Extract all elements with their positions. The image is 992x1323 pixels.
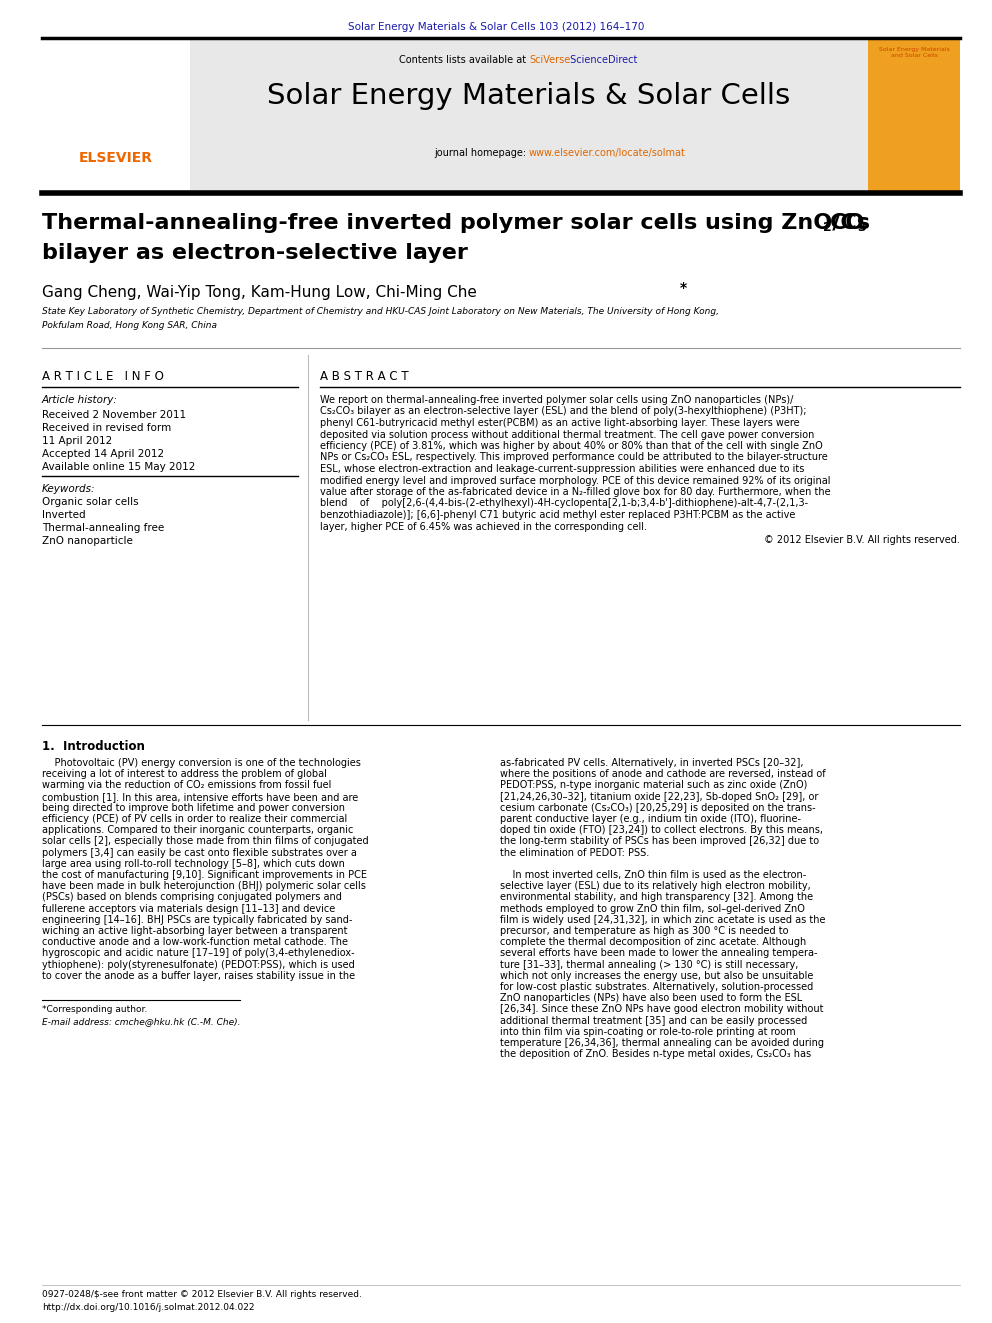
Text: additional thermal treatment [35] and can be easily processed: additional thermal treatment [35] and ca… <box>500 1016 807 1025</box>
Text: for low-cost plastic substrates. Alternatively, solution-processed: for low-cost plastic substrates. Alterna… <box>500 982 813 992</box>
Text: the long-term stability of PSCs has been improved [26,32] due to: the long-term stability of PSCs has been… <box>500 836 819 847</box>
Text: NPs or Cs₂CO₃ ESL, respectively. This improved performance could be attributed t: NPs or Cs₂CO₃ ESL, respectively. This im… <box>320 452 827 463</box>
Text: Solar Energy Materials & Solar Cells 103 (2012) 164–170: Solar Energy Materials & Solar Cells 103… <box>348 22 644 32</box>
Text: precursor, and temperature as high as 300 °C is needed to: precursor, and temperature as high as 30… <box>500 926 789 935</box>
Text: environmental stability, and high transparency [32]. Among the: environmental stability, and high transp… <box>500 893 813 902</box>
Text: bilayer as electron-selective layer: bilayer as electron-selective layer <box>42 243 468 263</box>
Text: journal homepage:: journal homepage: <box>434 148 529 157</box>
Text: [21,24,26,30–32], titanium oxide [22,23], Sb-doped SnO₂ [29], or: [21,24,26,30–32], titanium oxide [22,23]… <box>500 791 818 802</box>
Text: several efforts have been made to lower the annealing tempera-: several efforts have been made to lower … <box>500 949 817 958</box>
Text: Gang Cheng, Wai-Yip Tong, Kam-Hung Low, Chi-Ming Che: Gang Cheng, Wai-Yip Tong, Kam-Hung Low, … <box>42 284 477 300</box>
Text: State Key Laboratory of Synthetic Chemistry, Department of Chemistry and HKU-CAS: State Key Laboratory of Synthetic Chemis… <box>42 307 719 316</box>
Text: layer, higher PCE of 6.45% was achieved in the corresponding cell.: layer, higher PCE of 6.45% was achieved … <box>320 521 647 532</box>
Text: modified energy level and improved surface morphology. PCE of this device remain: modified energy level and improved surfa… <box>320 475 830 486</box>
Text: fullerene acceptors via materials design [11–13] and device: fullerene acceptors via materials design… <box>42 904 335 914</box>
Text: Keywords:: Keywords: <box>42 484 95 493</box>
Text: *: * <box>680 280 687 295</box>
Text: efficiency (PCE) of PV cells in order to realize their commercial: efficiency (PCE) of PV cells in order to… <box>42 814 347 824</box>
Bar <box>868 38 960 193</box>
Text: Solar Energy Materials
and Solar Cells: Solar Energy Materials and Solar Cells <box>879 48 949 58</box>
Text: warming via the reduction of CO₂ emissions from fossil fuel: warming via the reduction of CO₂ emissio… <box>42 781 331 790</box>
Text: 11 April 2012: 11 April 2012 <box>42 437 112 446</box>
Text: efficiency (PCE) of 3.81%, which was higher by about 40% or 80% than that of the: efficiency (PCE) of 3.81%, which was hig… <box>320 441 822 451</box>
Text: parent conductive layer (e.g., indium tin oxide (ITO), fluorine-: parent conductive layer (e.g., indium ti… <box>500 814 801 824</box>
Text: Contents lists available at: Contents lists available at <box>399 56 529 65</box>
Text: © 2012 Elsevier B.V. All rights reserved.: © 2012 Elsevier B.V. All rights reserved… <box>764 534 960 545</box>
Text: Article history:: Article history: <box>42 396 118 405</box>
Text: 0927-0248/$-see front matter © 2012 Elsevier B.V. All rights reserved.: 0927-0248/$-see front matter © 2012 Else… <box>42 1290 362 1299</box>
Text: 2: 2 <box>823 221 831 234</box>
Text: deposited via solution process without additional thermal treatment. The cell ga: deposited via solution process without a… <box>320 430 814 439</box>
Text: CO: CO <box>830 213 865 233</box>
Text: ScienceDirect: ScienceDirect <box>567 56 638 65</box>
Text: blend    of    poly[2,6-(4,4-bis-(2-ethylhexyl)-4H-cyclopenta[2,1-b;3,4-b']-dith: blend of poly[2,6-(4,4-bis-(2-ethylhexyl… <box>320 499 808 508</box>
Text: where the positions of anode and cathode are reversed, instead of: where the positions of anode and cathode… <box>500 769 825 779</box>
Text: Thermal-annealing free: Thermal-annealing free <box>42 523 165 533</box>
Text: wiching an active light-absorbing layer between a transparent: wiching an active light-absorbing layer … <box>42 926 347 935</box>
Text: [26,34]. Since these ZnO NPs have good electron mobility without: [26,34]. Since these ZnO NPs have good e… <box>500 1004 823 1015</box>
Text: *Corresponding author.: *Corresponding author. <box>42 1005 147 1013</box>
Text: Accepted 14 April 2012: Accepted 14 April 2012 <box>42 448 164 459</box>
Text: Received in revised form: Received in revised form <box>42 423 172 433</box>
Text: doped tin oxide (FTO) [23,24]) to collect electrons. By this means,: doped tin oxide (FTO) [23,24]) to collec… <box>500 826 823 835</box>
Text: (PSCs) based on blends comprising conjugated polymers and: (PSCs) based on blends comprising conjug… <box>42 893 342 902</box>
Text: SciVerse: SciVerse <box>529 56 570 65</box>
Text: ZnO nanoparticle: ZnO nanoparticle <box>42 536 133 546</box>
Bar <box>190 38 868 193</box>
Text: temperature [26,34,36], thermal annealing can be avoided during: temperature [26,34,36], thermal annealin… <box>500 1039 824 1048</box>
Text: ture [31–33], thermal annealing (> 130 °C) is still necessary,: ture [31–33], thermal annealing (> 130 °… <box>500 959 799 970</box>
Text: methods employed to grow ZnO thin film, sol–gel-derived ZnO: methods employed to grow ZnO thin film, … <box>500 904 805 914</box>
Text: 3: 3 <box>857 221 866 234</box>
Text: PEDOT:PSS, n-type inorganic material such as zinc oxide (ZnO): PEDOT:PSS, n-type inorganic material suc… <box>500 781 807 790</box>
Text: ESL, whose electron-extraction and leakage-current-suppression abilities were en: ESL, whose electron-extraction and leaka… <box>320 464 805 474</box>
Text: We report on thermal-annealing-free inverted polymer solar cells using ZnO nanop: We report on thermal-annealing-free inve… <box>320 396 794 405</box>
Text: www.elsevier.com/locate/solmat: www.elsevier.com/locate/solmat <box>529 148 685 157</box>
Text: the deposition of ZnO. Besides n-type metal oxides, Cs₂CO₃ has: the deposition of ZnO. Besides n-type me… <box>500 1049 811 1060</box>
Text: In most inverted cells, ZnO thin film is used as the electron-: In most inverted cells, ZnO thin film is… <box>500 871 806 880</box>
Text: A B S T R A C T: A B S T R A C T <box>320 370 409 382</box>
Text: combustion [1]. In this area, intensive efforts have been and are: combustion [1]. In this area, intensive … <box>42 791 358 802</box>
Text: complete the thermal decomposition of zinc acetate. Although: complete the thermal decomposition of zi… <box>500 937 806 947</box>
Text: Organic solar cells: Organic solar cells <box>42 497 139 507</box>
Text: applications. Compared to their inorganic counterparts, organic: applications. Compared to their inorgani… <box>42 826 353 835</box>
Text: http://dx.doi.org/10.1016/j.solmat.2012.04.022: http://dx.doi.org/10.1016/j.solmat.2012.… <box>42 1303 255 1312</box>
Text: Pokfulam Road, Hong Kong SAR, China: Pokfulam Road, Hong Kong SAR, China <box>42 321 217 329</box>
Text: receiving a lot of interest to address the problem of global: receiving a lot of interest to address t… <box>42 769 327 779</box>
Text: value after storage of the as-fabricated device in a N₂-filled glove box for 80 : value after storage of the as-fabricated… <box>320 487 830 497</box>
Text: large area using roll-to-roll technology [5–8], which cuts down: large area using roll-to-roll technology… <box>42 859 345 869</box>
Text: to cover the anode as a buffer layer, raises stability issue in the: to cover the anode as a buffer layer, ra… <box>42 971 355 980</box>
Text: E-mail address: cmche@hku.hk (C.-M. Che).: E-mail address: cmche@hku.hk (C.-M. Che)… <box>42 1017 240 1027</box>
Text: Thermal-annealing-free inverted polymer solar cells using ZnO/Cs: Thermal-annealing-free inverted polymer … <box>42 213 870 233</box>
Text: phenyl C61-butryricacid methyl ester(PCBM) as an active light-absorbing layer. T: phenyl C61-butryricacid methyl ester(PCB… <box>320 418 800 429</box>
Text: ELSEVIER: ELSEVIER <box>79 151 153 165</box>
Text: polymers [3,4] can easily be cast onto flexible substrates over a: polymers [3,4] can easily be cast onto f… <box>42 848 357 857</box>
Text: engineering [14–16]. BHJ PSCs are typically fabricated by sand-: engineering [14–16]. BHJ PSCs are typica… <box>42 914 352 925</box>
Text: 1.  Introduction: 1. Introduction <box>42 740 145 753</box>
Text: Available online 15 May 2012: Available online 15 May 2012 <box>42 462 195 472</box>
Text: solar cells [2], especially those made from thin films of conjugated: solar cells [2], especially those made f… <box>42 836 369 847</box>
Text: the cost of manufacturing [9,10]. Significant improvements in PCE: the cost of manufacturing [9,10]. Signif… <box>42 871 367 880</box>
Bar <box>42 38 190 193</box>
Text: conductive anode and a low-work-function metal cathode. The: conductive anode and a low-work-function… <box>42 937 348 947</box>
Text: cesium carbonate (Cs₂CO₃) [20,25,29] is deposited on the trans-: cesium carbonate (Cs₂CO₃) [20,25,29] is … <box>500 803 815 812</box>
Text: the elimination of PEDOT: PSS.: the elimination of PEDOT: PSS. <box>500 848 649 857</box>
Text: ZnO nanoparticles (NPs) have also been used to form the ESL: ZnO nanoparticles (NPs) have also been u… <box>500 994 803 1003</box>
Text: into thin film via spin-coating or role-to-role printing at room: into thin film via spin-coating or role-… <box>500 1027 796 1037</box>
Text: Solar Energy Materials & Solar Cells: Solar Energy Materials & Solar Cells <box>268 82 791 110</box>
Text: hygroscopic and acidic nature [17–19] of poly(3,4-ethylenediox-: hygroscopic and acidic nature [17–19] of… <box>42 949 354 958</box>
Text: have been made in bulk heterojunction (BHJ) polymeric solar cells: have been made in bulk heterojunction (B… <box>42 881 366 892</box>
Text: Received 2 November 2011: Received 2 November 2011 <box>42 410 186 419</box>
Text: benzothiadiazole)]; [6,6]-phenyl C71 butyric acid methyl ester replaced P3HT:PCB: benzothiadiazole)]; [6,6]-phenyl C71 but… <box>320 509 796 520</box>
Text: film is widely used [24,31,32], in which zinc acetate is used as the: film is widely used [24,31,32], in which… <box>500 914 825 925</box>
Text: ythiophene): poly(styrenesulfonate) (PEDOT:PSS), which is used: ythiophene): poly(styrenesulfonate) (PED… <box>42 959 355 970</box>
Text: as-fabricated PV cells. Alternatively, in inverted PSCs [20–32],: as-fabricated PV cells. Alternatively, i… <box>500 758 804 767</box>
Text: which not only increases the energy use, but also be unsuitable: which not only increases the energy use,… <box>500 971 813 980</box>
Text: Photovoltaic (PV) energy conversion is one of the technologies: Photovoltaic (PV) energy conversion is o… <box>42 758 361 767</box>
Text: being directed to improve both lifetime and power conversion: being directed to improve both lifetime … <box>42 803 345 812</box>
Text: Inverted: Inverted <box>42 509 85 520</box>
Text: Cs₂CO₃ bilayer as an electron-selective layer (ESL) and the blend of poly(3-hexy: Cs₂CO₃ bilayer as an electron-selective … <box>320 406 806 417</box>
Text: A R T I C L E   I N F O: A R T I C L E I N F O <box>42 370 164 382</box>
Text: selective layer (ESL) due to its relatively high electron mobility,: selective layer (ESL) due to its relativ… <box>500 881 810 892</box>
